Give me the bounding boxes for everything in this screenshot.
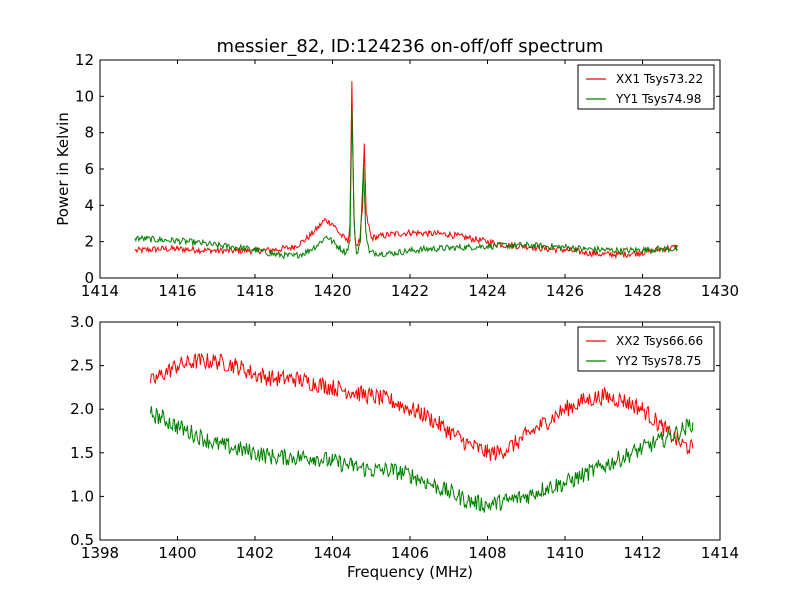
x-tick-label: 1416: [158, 282, 196, 300]
y-tick-label: 1.0: [70, 487, 94, 505]
x-tick-label: 1422: [391, 282, 429, 300]
legend-label: XX1 Tsys73.22: [616, 72, 703, 86]
panel-1: 1414 1416 1418 1420 1422 1424 1426 1428 1430 0 2 4 6…: [54, 36, 739, 300]
x-tick-label: 1420: [313, 282, 351, 300]
legend-label: YY2 Tsys78.75: [615, 354, 701, 368]
x-tick-label: 1406: [391, 544, 429, 562]
x-tick-label: 1414: [701, 544, 739, 562]
x-tick-label: 1426: [546, 282, 584, 300]
x-axis-label: Frequency (MHz): [347, 563, 473, 581]
y-tick-label: 0.5: [70, 531, 94, 549]
x-tick-label: 1430: [701, 282, 739, 300]
legend-box: [577, 326, 715, 372]
x-tick-label: 1404: [313, 544, 351, 562]
x-tick-label: 1402: [236, 544, 274, 562]
x-tick-label: 1408: [468, 544, 506, 562]
x-tick-label: 1400: [158, 544, 196, 562]
y-tick-label: 3.0: [70, 313, 94, 331]
x-tick-label: 1414: [81, 282, 119, 300]
y-tick-label: 2.5: [70, 357, 94, 375]
x-tick-label: 1410: [546, 544, 584, 562]
x-tick-label: 1418: [236, 282, 274, 300]
legend: XX1 Tsys73.22 YY1 Tsys74.98: [577, 64, 715, 110]
y-tick-label: 0: [84, 269, 94, 287]
series-line-xx1: [134, 81, 678, 260]
chart-title: messier_82, ID:124236 on-off/off spectru…: [217, 36, 604, 57]
x-tick-label: 1424: [468, 282, 506, 300]
legend-box: [577, 64, 715, 110]
panel-2: 1398 1400 1402 1404 1406 1408 1410 1412 1414 0.5 1…: [70, 313, 739, 581]
y-tick-label: 12: [75, 51, 94, 69]
y-tick-label: 8: [84, 124, 94, 142]
legend-label: XX2 Tsys66.66: [616, 334, 703, 348]
y-axis-label: Power in Kelvin: [54, 112, 72, 226]
x-tick-label: 1398: [81, 544, 119, 562]
y-tick-label: 6: [84, 160, 94, 178]
y-tick-label: 4: [84, 196, 94, 214]
y-tick-label: 2.0: [70, 400, 94, 418]
y-tick-label: 2: [84, 233, 94, 251]
legend: XX2 Tsys66.66 YY2 Tsys78.75: [577, 326, 715, 372]
series-line-yy1: [134, 108, 678, 260]
series-line-yy2: [149, 406, 694, 513]
y-tick-label: 10: [75, 87, 94, 105]
x-tick-label: 1412: [623, 544, 661, 562]
x-tick-label: 1428: [623, 282, 661, 300]
series-line-xx2: [149, 352, 694, 462]
y-tick-label: 1.5: [70, 444, 94, 462]
legend-label: YY1 Tsys74.98: [615, 92, 701, 106]
